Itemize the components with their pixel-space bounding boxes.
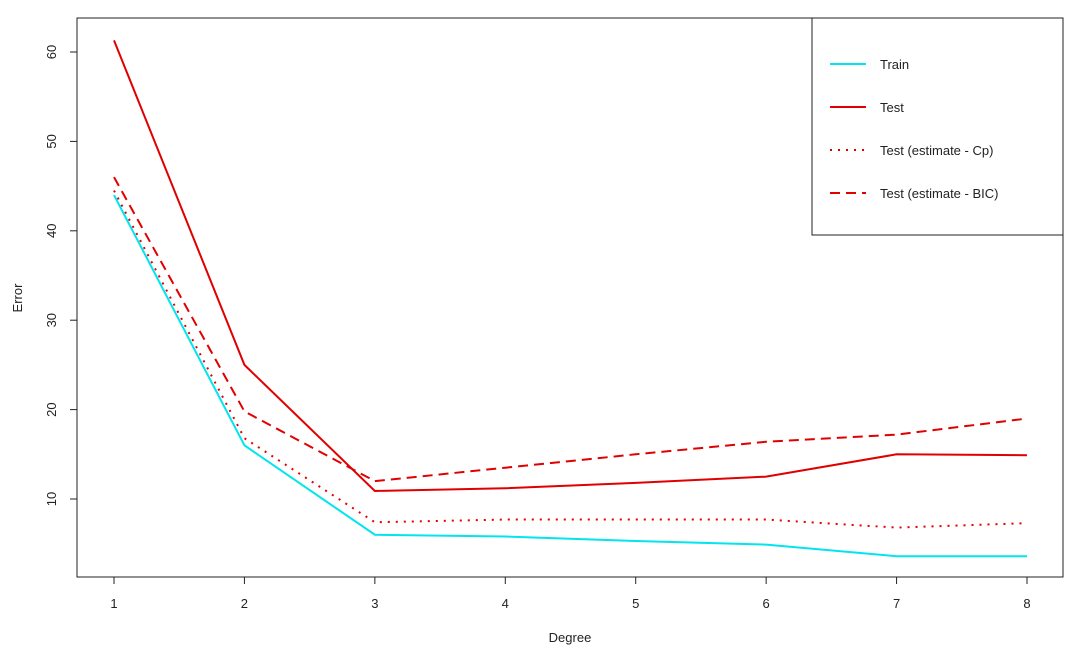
y-tick-label: 30 [44, 313, 59, 327]
legend-label: Test (estimate - Cp) [880, 143, 993, 158]
x-tick-label: 4 [502, 596, 509, 611]
y-axis-label: Error [10, 283, 25, 313]
legend-label: Train [880, 57, 909, 72]
x-tick-label: 8 [1023, 596, 1030, 611]
x-tick-label: 1 [110, 596, 117, 611]
x-axis-label: Degree [549, 630, 592, 645]
y-axis: 10 20 30 40 50 60 [44, 45, 78, 506]
legend: Train Test Test (estimate - Cp) Test (estim… [811, 17, 1064, 236]
y-tick-label: 40 [44, 224, 59, 238]
x-tick-label: 3 [371, 596, 378, 611]
legend-label: Test (estimate - BIC) [880, 186, 998, 201]
x-tick-label: 7 [893, 596, 900, 611]
legend-box [811, 17, 1064, 236]
y-tick-label: 50 [44, 134, 59, 148]
y-tick-label: 20 [44, 402, 59, 416]
y-tick-label: 60 [44, 45, 59, 59]
series-line-test-estimate-bic- [113, 176, 1028, 483]
x-tick-label: 5 [632, 596, 639, 611]
legend-label: Test [880, 100, 904, 115]
y-tick-label: 10 [44, 492, 59, 506]
series-line-train [113, 194, 1027, 558]
series-line-test [113, 40, 1028, 492]
x-tick-label: 2 [241, 596, 248, 611]
x-axis: 1 2 3 4 5 6 7 8 [110, 576, 1031, 611]
x-tick-label: 6 [763, 596, 770, 611]
series-line-test-estimate-cp- [113, 190, 1028, 529]
